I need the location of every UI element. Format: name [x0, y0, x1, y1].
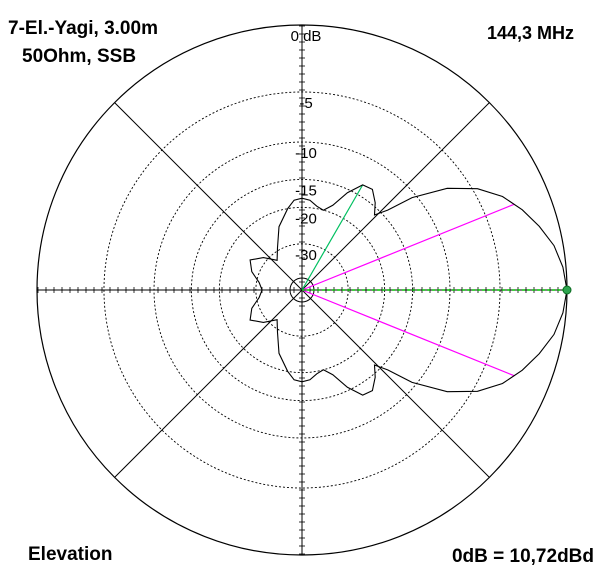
spoke-line [114, 289, 303, 478]
spoke-line [114, 102, 303, 291]
radial-tick-labels: 0 dB -5 -10 -15 -20 -30 [291, 28, 322, 264]
radial-tick-label: -10 [295, 145, 317, 162]
side-lobe-line [301, 184, 364, 291]
spoke-line [301, 289, 490, 478]
spoke-line [301, 102, 490, 291]
antenna-subtitle: 50Ohm, SSB [22, 46, 136, 67]
antenna-title: 7-El.-Yagi, 3.00m [8, 18, 158, 39]
radial-tick-label: -30 [295, 247, 317, 264]
reference-level-label: 0dB = 10,72dBd [452, 546, 594, 567]
radial-tick-label: 0 dB [291, 28, 322, 45]
direction-markers [301, 184, 567, 377]
radial-tick-label: -20 [295, 210, 317, 227]
frequency-label: 144,3 MHz [487, 23, 574, 43]
radial-tick-label: -15 [295, 182, 317, 199]
half-power-line [301, 203, 515, 291]
half-power-line [301, 289, 515, 377]
plot-mode-label: Elevation [28, 544, 112, 565]
radial-tick-label: -5 [299, 95, 312, 112]
max-gain-dot [562, 285, 572, 295]
radiation-pattern-curve [249, 184, 568, 396]
